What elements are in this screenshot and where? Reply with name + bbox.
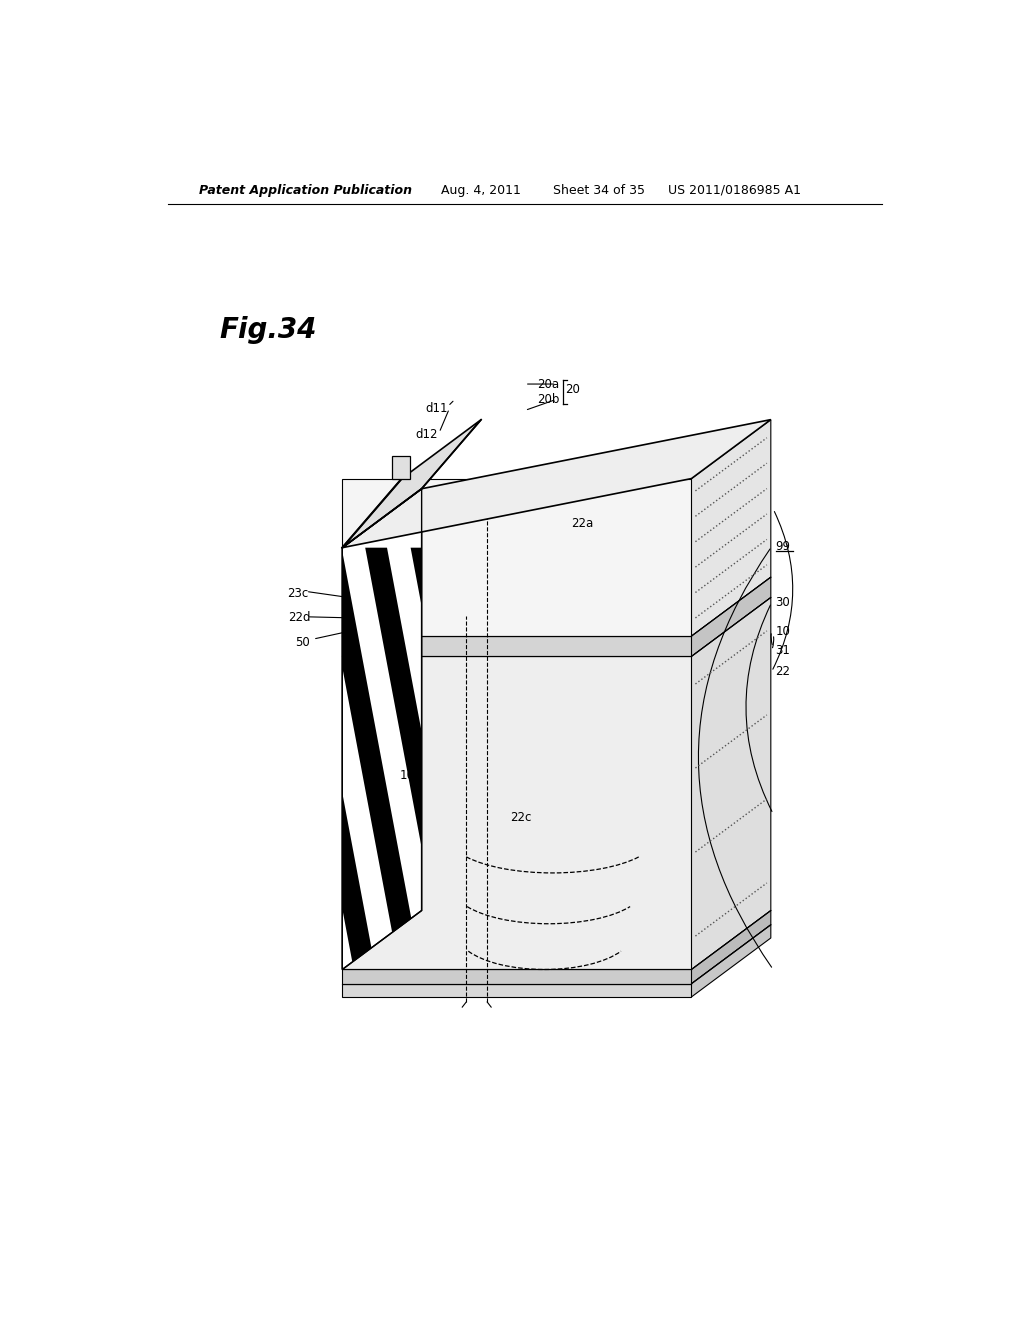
Text: Patent Application Publication: Patent Application Publication <box>200 183 413 197</box>
Text: 50: 50 <box>295 636 309 648</box>
Polygon shape <box>342 420 771 548</box>
Text: 20: 20 <box>565 383 581 396</box>
Text: Aug. 4, 2011: Aug. 4, 2011 <box>441 183 521 197</box>
Polygon shape <box>342 969 691 983</box>
Text: 22: 22 <box>775 665 791 678</box>
Polygon shape <box>274 548 376 969</box>
Text: US 2011/0186985 A1: US 2011/0186985 A1 <box>668 183 801 197</box>
Polygon shape <box>638 548 739 969</box>
Text: Sheet 34 of 35: Sheet 34 of 35 <box>553 183 644 197</box>
Text: 99: 99 <box>775 540 791 553</box>
Polygon shape <box>342 488 422 969</box>
Text: 20b: 20b <box>538 393 560 405</box>
Polygon shape <box>411 548 512 969</box>
Text: 31: 31 <box>775 644 791 657</box>
Polygon shape <box>342 656 691 969</box>
Polygon shape <box>366 548 466 969</box>
Polygon shape <box>342 636 691 656</box>
Polygon shape <box>342 983 691 997</box>
Polygon shape <box>319 548 421 969</box>
Text: 22a: 22a <box>570 517 593 529</box>
Polygon shape <box>691 598 771 969</box>
Polygon shape <box>691 577 771 656</box>
Text: 16c: 16c <box>399 768 421 781</box>
Text: 20a: 20a <box>538 378 560 391</box>
Polygon shape <box>683 548 784 969</box>
Polygon shape <box>342 479 691 636</box>
Polygon shape <box>691 911 771 983</box>
Text: 22c: 22c <box>511 810 531 824</box>
Polygon shape <box>93 548 194 969</box>
Polygon shape <box>392 457 410 479</box>
Polygon shape <box>229 548 330 969</box>
Text: 22d: 22d <box>289 611 311 624</box>
Polygon shape <box>47 548 148 969</box>
Polygon shape <box>342 420 481 548</box>
Polygon shape <box>547 548 648 969</box>
Polygon shape <box>138 548 240 969</box>
Text: 23c: 23c <box>287 587 308 599</box>
Polygon shape <box>502 548 602 969</box>
Polygon shape <box>728 548 829 969</box>
Text: d11: d11 <box>426 401 449 414</box>
Polygon shape <box>592 548 693 969</box>
Text: Fig.34: Fig.34 <box>219 315 316 345</box>
Polygon shape <box>342 488 422 969</box>
Polygon shape <box>691 420 771 636</box>
Text: 30: 30 <box>775 597 791 609</box>
Text: 10: 10 <box>775 624 791 638</box>
Polygon shape <box>183 548 285 969</box>
Polygon shape <box>691 925 771 997</box>
Text: d12: d12 <box>416 429 438 441</box>
Polygon shape <box>456 548 557 969</box>
